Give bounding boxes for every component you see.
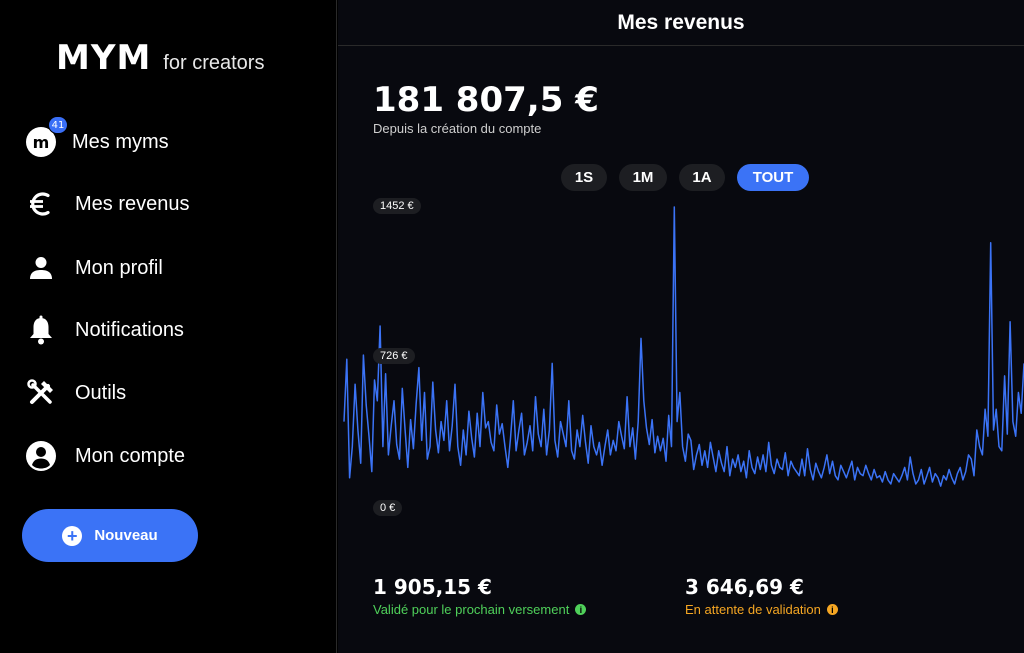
tools-icon: [24, 376, 58, 410]
y-tick-label-max: 1452 €: [373, 198, 421, 214]
y-tick-label-zero: 0 €: [373, 500, 403, 516]
total-revenue: 181 807,5 €: [373, 80, 599, 120]
sidebar-item-label: Notifications: [75, 318, 184, 341]
revenue-series-line: [343, 206, 1024, 487]
tab-1a[interactable]: 1A: [679, 164, 725, 191]
person-icon: [24, 251, 58, 285]
revenue-chart[interactable]: 1452 € 726 € 0 €: [338, 195, 1024, 525]
time-range-tabs: 1S 1M 1A TOUT: [561, 164, 809, 191]
sidebar-item-mes-revenus[interactable]: Mes revenus: [24, 184, 190, 224]
sidebar-item-label: Mon compte: [75, 444, 186, 467]
pending-amount: 3 646,69 €: [685, 575, 804, 599]
tab-1s[interactable]: 1S: [561, 164, 607, 191]
sidebar-item-label: Outils: [75, 381, 127, 404]
sidebar-item-mon-compte[interactable]: Mon compte: [24, 436, 185, 476]
revenue-chart-svg: [343, 206, 1024, 487]
tab-1m[interactable]: 1M: [619, 164, 667, 191]
brand-logo[interactable]: MYM for creators: [56, 38, 264, 78]
euro-icon: [24, 187, 58, 221]
info-icon[interactable]: i: [826, 604, 838, 615]
validated-amount: 1 905,15 €: [373, 575, 492, 599]
sidebar-item-outils[interactable]: Outils: [24, 373, 126, 413]
logo-subtitle: for creators: [163, 52, 265, 74]
sidebar-item-label: Mon profil: [75, 256, 163, 279]
m-avatar-icon: m 41: [24, 116, 68, 159]
new-post-button-label: Nouveau: [94, 527, 158, 544]
y-tick-label-mid: 726 €: [373, 348, 415, 364]
notification-count-badge: 41: [48, 116, 68, 134]
plus-circle-icon: +: [62, 525, 83, 546]
sidebar: MYM for creators m 41 Mes myms Mes reven…: [0, 0, 337, 653]
new-post-button[interactable]: + Nouveau: [22, 509, 198, 562]
pending-label: En attente de validation i: [685, 602, 838, 617]
sidebar-item-mes-myms[interactable]: m 41 Mes myms: [24, 116, 169, 162]
page-title: Mes revenus: [617, 10, 745, 34]
account-circle-icon: [24, 439, 58, 473]
sidebar-item-label: Mes revenus: [75, 192, 190, 215]
validated-label: Validé pour le prochain versement i: [373, 602, 587, 617]
total-revenue-subtitle: Depuis la création du compte: [373, 121, 542, 136]
main-content: Mes revenus 181 807,5 € Depuis la créati…: [338, 0, 1024, 653]
sidebar-item-label: Mes myms: [72, 130, 169, 153]
page-header: Mes revenus: [338, 0, 1024, 46]
bell-icon: [24, 313, 58, 347]
sidebar-item-mon-profil[interactable]: Mon profil: [24, 248, 163, 288]
sidebar-item-notifications[interactable]: Notifications: [24, 310, 184, 350]
info-icon[interactable]: i: [575, 604, 587, 615]
tab-tout[interactable]: TOUT: [737, 164, 809, 191]
logo-mark: MYM: [56, 38, 152, 78]
